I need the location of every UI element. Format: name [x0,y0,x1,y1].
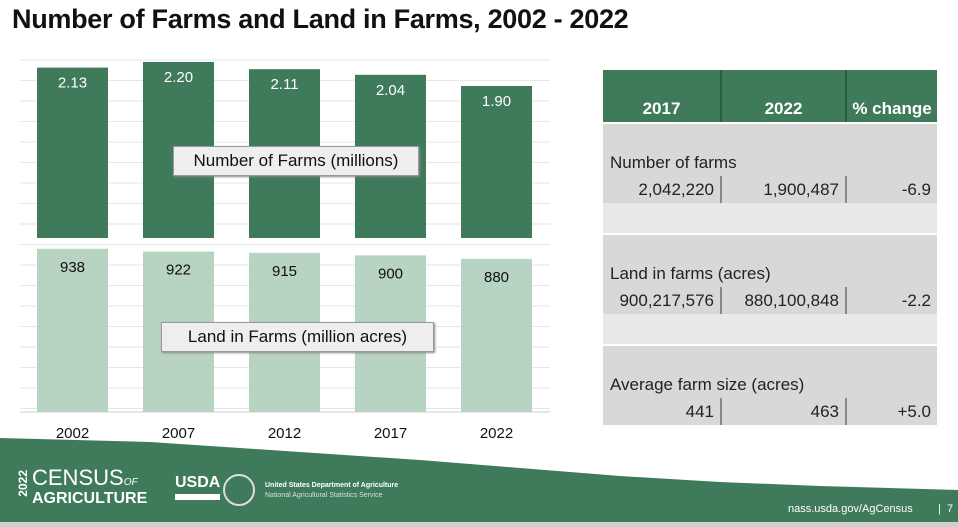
land-data-label: 900 [378,265,403,282]
table-row: 441 463 +5.0 [603,398,937,425]
land-data-label: 915 [272,263,297,280]
table-cell: +5.0 [897,402,931,421]
table-cell: 441 [603,398,722,425]
table-cell: -6.9 [901,180,931,199]
land-bar [461,258,532,412]
land-data-label: 880 [484,269,509,286]
header-change: % change [852,99,932,118]
usda-logo: USDA [175,474,221,500]
land-data-label: 938 [60,259,85,276]
nass-seal-icon [223,474,255,506]
page-number-value: 7 [946,503,954,515]
table-cell: 1,900,487 [722,176,847,203]
census-wordmark: CENSUSOF [32,465,138,493]
land-data-label: 922 [166,262,191,279]
row-label: Number of farms [603,124,937,176]
table-cell: 463 [722,398,847,425]
census-of: OF [123,477,138,488]
farms-bar [461,86,532,238]
footer-url[interactable]: nass.usda.gov/AgCensus [788,503,913,515]
page-title: Number of Farms and Land in Farms, 2002 … [12,4,629,34]
service-name: National Agricultural Statistics Service [265,492,383,499]
farms-data-label: 2.04 [376,82,405,99]
department-name: United States Department of Agriculture [265,482,399,489]
row-label: Average farm size (acres) [603,346,937,398]
farms-data-label: 1.90 [482,93,511,110]
farms-series-label: Number of Farms (millions) [173,146,419,176]
census-text: CENSUS [32,465,124,490]
table-cell: 2,042,220 [603,176,722,203]
agriculture-text: AGRICULTURE [32,490,148,507]
farms-data-label: 2.20 [164,69,193,86]
farms-data-label: 2.13 [58,75,87,92]
x-tick-label: 2012 [268,425,301,442]
table-row: 900,217,576 880,100,848 -2.2 [603,287,937,314]
x-tick-label: 2022 [480,425,513,442]
row-label: Land in farms (acres) [603,235,937,287]
x-tick-label: 2002 [56,425,89,442]
table-cell: -2.2 [901,291,931,310]
farms-bar [37,67,108,238]
census-year: 2022 [16,470,30,497]
header-2022: 2022 [722,70,847,122]
farms-data-label: 2.11 [270,76,298,93]
x-tick-label: 2017 [374,425,407,442]
bar-chart: 2.13 2.20 2.11 2.04 1.90 938 2002 922 2007 915 201… [20,59,550,442]
land-series-label: Land in Farms (million acres) [161,322,434,352]
table-cell: 880,100,848 [722,287,847,314]
header-2017: 2017 [603,70,722,122]
page-number: | 7 [938,503,954,515]
land-bar [37,248,108,412]
x-tick-label: 2007 [162,425,195,442]
table-header: 2017 2022 % change [603,70,937,122]
table-row: 2,042,220 1,900,487 -6.9 [603,176,937,203]
table-cell: 900,217,576 [603,287,722,314]
summary-table: 2017 2022 % change Number of farms 2,042,… [603,70,937,425]
